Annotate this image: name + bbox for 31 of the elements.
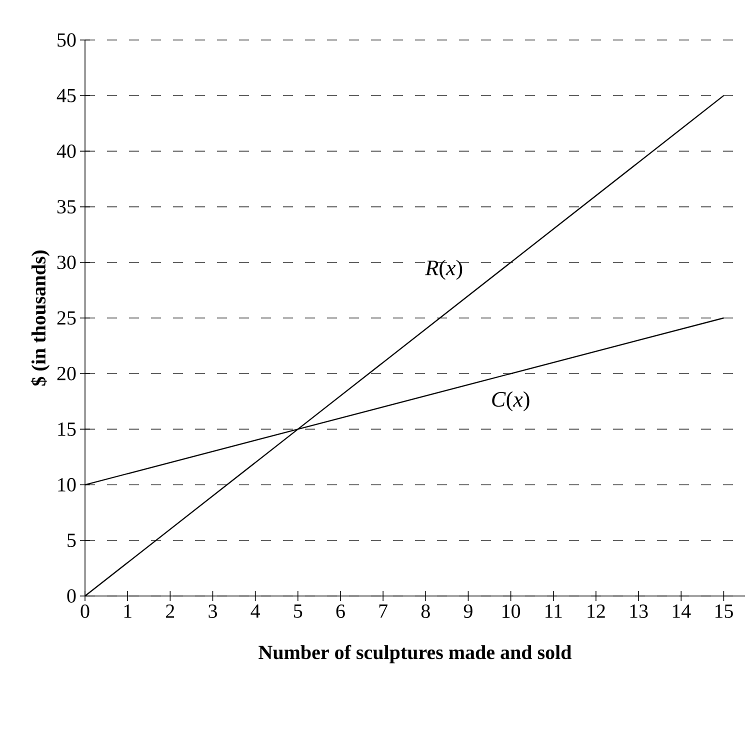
x-tick-label: 4 [250,604,260,618]
series-label: R(x) [425,260,462,280]
x-tick-label: 2 [166,604,174,618]
y-tick-label: 5 [68,534,76,548]
y-tick-label: 45 [56,88,76,102]
x-tick-label: 9 [464,604,472,618]
y-tick-label: 30 [57,256,76,270]
x-axis-title: Number of sculptures made and sold [258,644,572,664]
y-tick-label: 25 [57,311,76,325]
x-tick-label: 5 [294,604,302,618]
y-tick-label: 40 [56,144,76,158]
y-tick-label: 10 [58,478,76,492]
y-tick-label: 20 [57,366,76,380]
x-tick-label: 12 [588,604,605,618]
y-tick-label: 35 [57,200,76,214]
series-label: C(x) [492,391,530,412]
y-axis-title: $ (in thousands) [30,250,50,386]
x-tick-label: 6 [336,604,345,618]
x-tick-label: 14 [672,604,691,618]
x-tick-label: 3 [208,604,217,618]
x-tick-label: 0 [80,604,90,618]
x-tick-label: 7 [379,604,388,618]
x-tick-label: 8 [421,604,430,618]
y-tick-label: 50 [58,33,76,47]
x-tick-label: 1 [124,604,132,618]
x-tick-label: 11 [546,604,562,618]
x-tick-label: 10 [502,604,520,618]
y-tick-label: 0 [67,589,76,603]
x-tick-label: 15 [715,604,733,618]
y-tick-label: 15 [58,422,76,436]
x-tick-label: 13 [630,604,648,618]
